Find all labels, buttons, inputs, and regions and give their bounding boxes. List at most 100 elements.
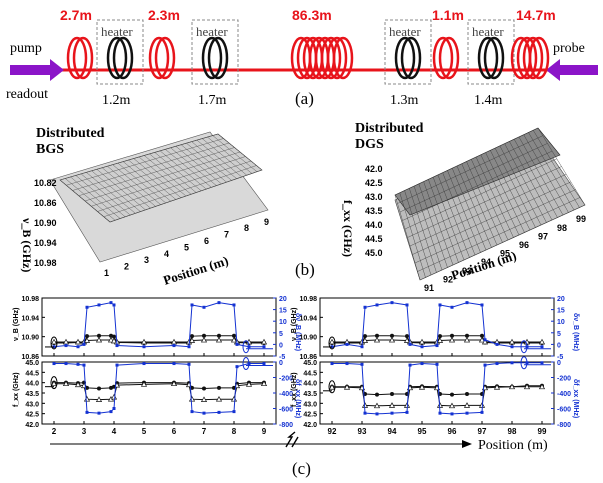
data-point: [510, 345, 514, 349]
data-point: [62, 380, 70, 387]
data-point: [202, 411, 206, 415]
heater-label: heater: [389, 24, 421, 39]
y2-tick-label: 10: [279, 319, 287, 326]
data-point: [82, 363, 86, 367]
data-point: [408, 342, 412, 346]
heater-box: [384, 19, 432, 85]
x-tick: 2: [124, 262, 129, 272]
y-tick-label: 43.5: [303, 391, 317, 398]
x-tick-label: 7: [202, 427, 207, 436]
data-point: [50, 338, 58, 345]
fiber-coil-icon: [394, 36, 416, 80]
data-point: [50, 380, 58, 387]
data-point: [495, 342, 499, 346]
data-point: [235, 365, 239, 369]
x-tick-label: 97: [478, 427, 487, 436]
data-point: [483, 338, 487, 342]
fiber-coil-icon: [72, 36, 94, 80]
data-point: [480, 303, 484, 307]
x-tick: 3: [144, 255, 149, 265]
heater-label: heater: [196, 24, 228, 39]
y-tick-label: 42.0: [303, 422, 317, 429]
y2-tick-label: 0: [557, 360, 561, 367]
data-point: [540, 361, 544, 365]
data-point: [493, 383, 501, 390]
data-point: [232, 303, 236, 307]
y-tick-label: 10.94: [299, 315, 317, 322]
data-point: [217, 333, 221, 338]
y-tick-label: 42.5: [303, 412, 317, 419]
data-point: [109, 301, 113, 305]
data-point: [187, 362, 191, 366]
x-tick: 1: [104, 268, 109, 278]
data-point: [465, 333, 469, 338]
data-point: [83, 337, 91, 343]
dgs-z-ticks: 42.0 42.5 43.0 43.5 44.0 44.5 45.0: [365, 164, 383, 258]
data-point: [217, 410, 221, 414]
data-point: [375, 303, 379, 307]
data-point: [450, 392, 454, 397]
data-point: [215, 395, 223, 402]
data-point: [495, 362, 499, 366]
heater-length-label: 1.2m: [102, 93, 131, 108]
y-tick-label: 43.5: [25, 391, 39, 398]
data-point: [403, 337, 411, 343]
data-point: [76, 362, 80, 366]
x-tick: 98: [557, 223, 567, 233]
data-point: [465, 392, 469, 397]
data-point: [390, 392, 394, 397]
probe-arrow-icon: [546, 59, 598, 81]
fiber-length-label: 14.7m: [516, 7, 556, 23]
data-point: [95, 336, 103, 343]
y-tick-label: 44.5: [25, 370, 39, 377]
fiber-coil-icon: [112, 36, 134, 80]
data-point: [260, 338, 268, 345]
x-tick: 6: [204, 236, 209, 246]
data-point: [190, 303, 194, 307]
x-tick-label: 94: [388, 427, 397, 436]
data-point: [523, 383, 531, 390]
data-point: [85, 305, 89, 309]
data-point: [76, 345, 80, 349]
plot-frame: [41, 361, 277, 425]
data-point: [510, 361, 514, 365]
data-point: [390, 333, 394, 338]
data-point: [202, 305, 206, 309]
right-axis-indicator-icon: [242, 340, 250, 354]
data-point: [438, 334, 442, 339]
data-point: [436, 337, 444, 343]
y-axis-label: f_xx (GHz): [291, 372, 298, 407]
y2-tick-label: -400: [557, 391, 571, 398]
data-point: [260, 380, 268, 387]
z-tick: 10.86: [34, 198, 57, 208]
x-tick: 5: [184, 242, 189, 252]
x-tick: 91: [424, 283, 434, 293]
x-tick-label: 2: [52, 427, 57, 436]
pump-arrow-icon: [10, 59, 64, 81]
y-tick-label: 44.0: [25, 381, 39, 388]
data-point: [375, 392, 379, 397]
y-tick-label: 10.94: [21, 315, 39, 322]
y2-tick-label: -200: [279, 376, 293, 383]
fiber-coil-icon: [477, 36, 499, 80]
data-point: [408, 363, 412, 367]
fiber-coil-icon: [438, 36, 460, 80]
x-tick: 97: [538, 231, 548, 241]
data-point: [448, 402, 456, 409]
panel-a: pump readout probe heater heater heater …: [6, 7, 598, 108]
data-point: [95, 396, 103, 402]
y-tick-label: 44.5: [303, 370, 317, 377]
data-point: [202, 386, 206, 391]
fiber-coil-icon: [516, 36, 538, 80]
y-tick-label: 10.86: [21, 354, 39, 361]
heater-box: [467, 19, 515, 85]
data-point: [109, 333, 113, 338]
pump-label: pump: [10, 41, 42, 56]
data-point: [190, 410, 194, 414]
right-axis-indicator-icon: [520, 356, 528, 370]
dgs-title-line1: Distributed: [355, 121, 424, 136]
data-point: [508, 383, 516, 390]
y-tick-label: 43.0: [303, 401, 317, 408]
y2-axis-label: δν_B (MHz): [294, 313, 301, 351]
data-point: [538, 338, 546, 345]
